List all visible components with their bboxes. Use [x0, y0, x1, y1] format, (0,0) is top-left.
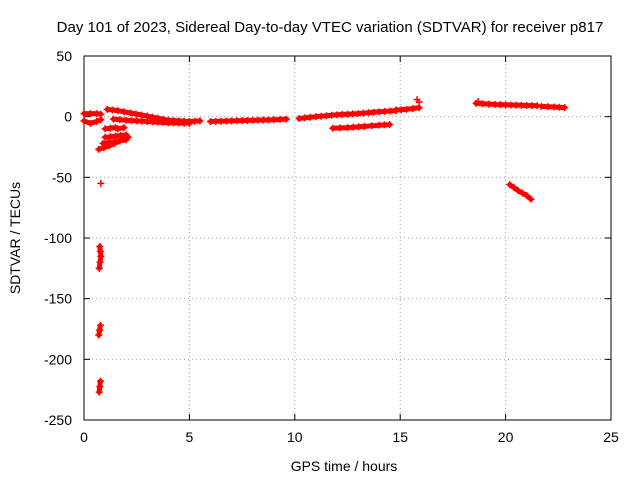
data-point	[95, 331, 103, 339]
data-point	[478, 100, 486, 108]
data-point	[114, 107, 122, 115]
data-point	[120, 108, 128, 116]
x-axis-label: GPS time / hours	[291, 458, 398, 474]
data-point	[86, 119, 94, 127]
data-point	[523, 192, 531, 200]
data-point	[110, 138, 118, 146]
x-tick-label: 10	[287, 429, 303, 445]
data-point	[409, 104, 417, 112]
data-point	[93, 118, 101, 126]
data-point	[336, 124, 344, 132]
data-point	[122, 131, 130, 139]
x-tick-label: 5	[186, 429, 194, 445]
data-point	[386, 121, 394, 129]
data-point	[126, 109, 134, 117]
y-tick-label: 50	[56, 48, 72, 64]
data-point	[527, 195, 535, 203]
x-tick-label: 20	[498, 429, 514, 445]
data-point	[329, 124, 337, 132]
data-point	[518, 189, 526, 197]
x-tick-label: 25	[603, 429, 619, 445]
y-tick-label: -250	[44, 412, 72, 428]
plot-area-frame	[83, 55, 612, 421]
tick-labels: 0 5 10 15 20 25 -250 -200 -150 -100 -50 0 50	[44, 48, 619, 445]
data-point	[276, 115, 284, 123]
chart-title: Day 101 of 2023, Sidereal Day-to-day VTE…	[57, 19, 604, 36]
y-tick-label: -200	[44, 351, 72, 367]
data-point	[561, 104, 569, 112]
data-point	[537, 102, 545, 110]
data-point	[270, 116, 278, 124]
data-point	[95, 264, 103, 272]
data-point	[138, 111, 146, 119]
data-series	[80, 96, 569, 396]
series-track	[81, 117, 104, 126]
data-point	[97, 252, 105, 260]
y-tick-label: -50	[52, 169, 72, 185]
data-point	[403, 105, 411, 113]
data-point	[95, 145, 103, 153]
data-point	[80, 110, 88, 118]
data-point	[506, 181, 514, 189]
data-point	[282, 115, 290, 123]
grid-lines	[84, 56, 611, 420]
data-point	[96, 326, 104, 334]
data-point	[360, 122, 368, 130]
data-point	[96, 321, 104, 329]
data-point	[544, 103, 552, 111]
y-tick-label: -100	[44, 230, 72, 246]
data-point	[474, 98, 482, 105]
data-point	[97, 116, 105, 124]
y-tick-label: -150	[44, 291, 72, 307]
data-point	[96, 258, 104, 266]
data-point	[110, 115, 118, 123]
data-point	[116, 137, 124, 145]
data-point	[120, 124, 128, 132]
data-point	[86, 110, 94, 118]
data-point	[96, 377, 104, 385]
series-track	[507, 182, 534, 202]
y-tick-label: 0	[64, 109, 72, 125]
data-point	[97, 179, 105, 187]
data-point	[132, 110, 140, 118]
data-point	[368, 122, 376, 130]
data-point	[485, 100, 493, 108]
data-point	[80, 117, 88, 125]
data-point	[196, 117, 204, 125]
data-point	[185, 119, 193, 127]
x-tick-label: 15	[392, 429, 408, 445]
axis-ticks	[83, 55, 612, 421]
data-point	[415, 98, 423, 106]
data-point	[510, 184, 518, 192]
data-point	[514, 187, 522, 195]
x-tick-label: 0	[80, 429, 88, 445]
data-point	[116, 116, 124, 124]
data-point	[114, 125, 122, 133]
y-axis-label: SDTVAR / TECUs	[7, 182, 23, 294]
